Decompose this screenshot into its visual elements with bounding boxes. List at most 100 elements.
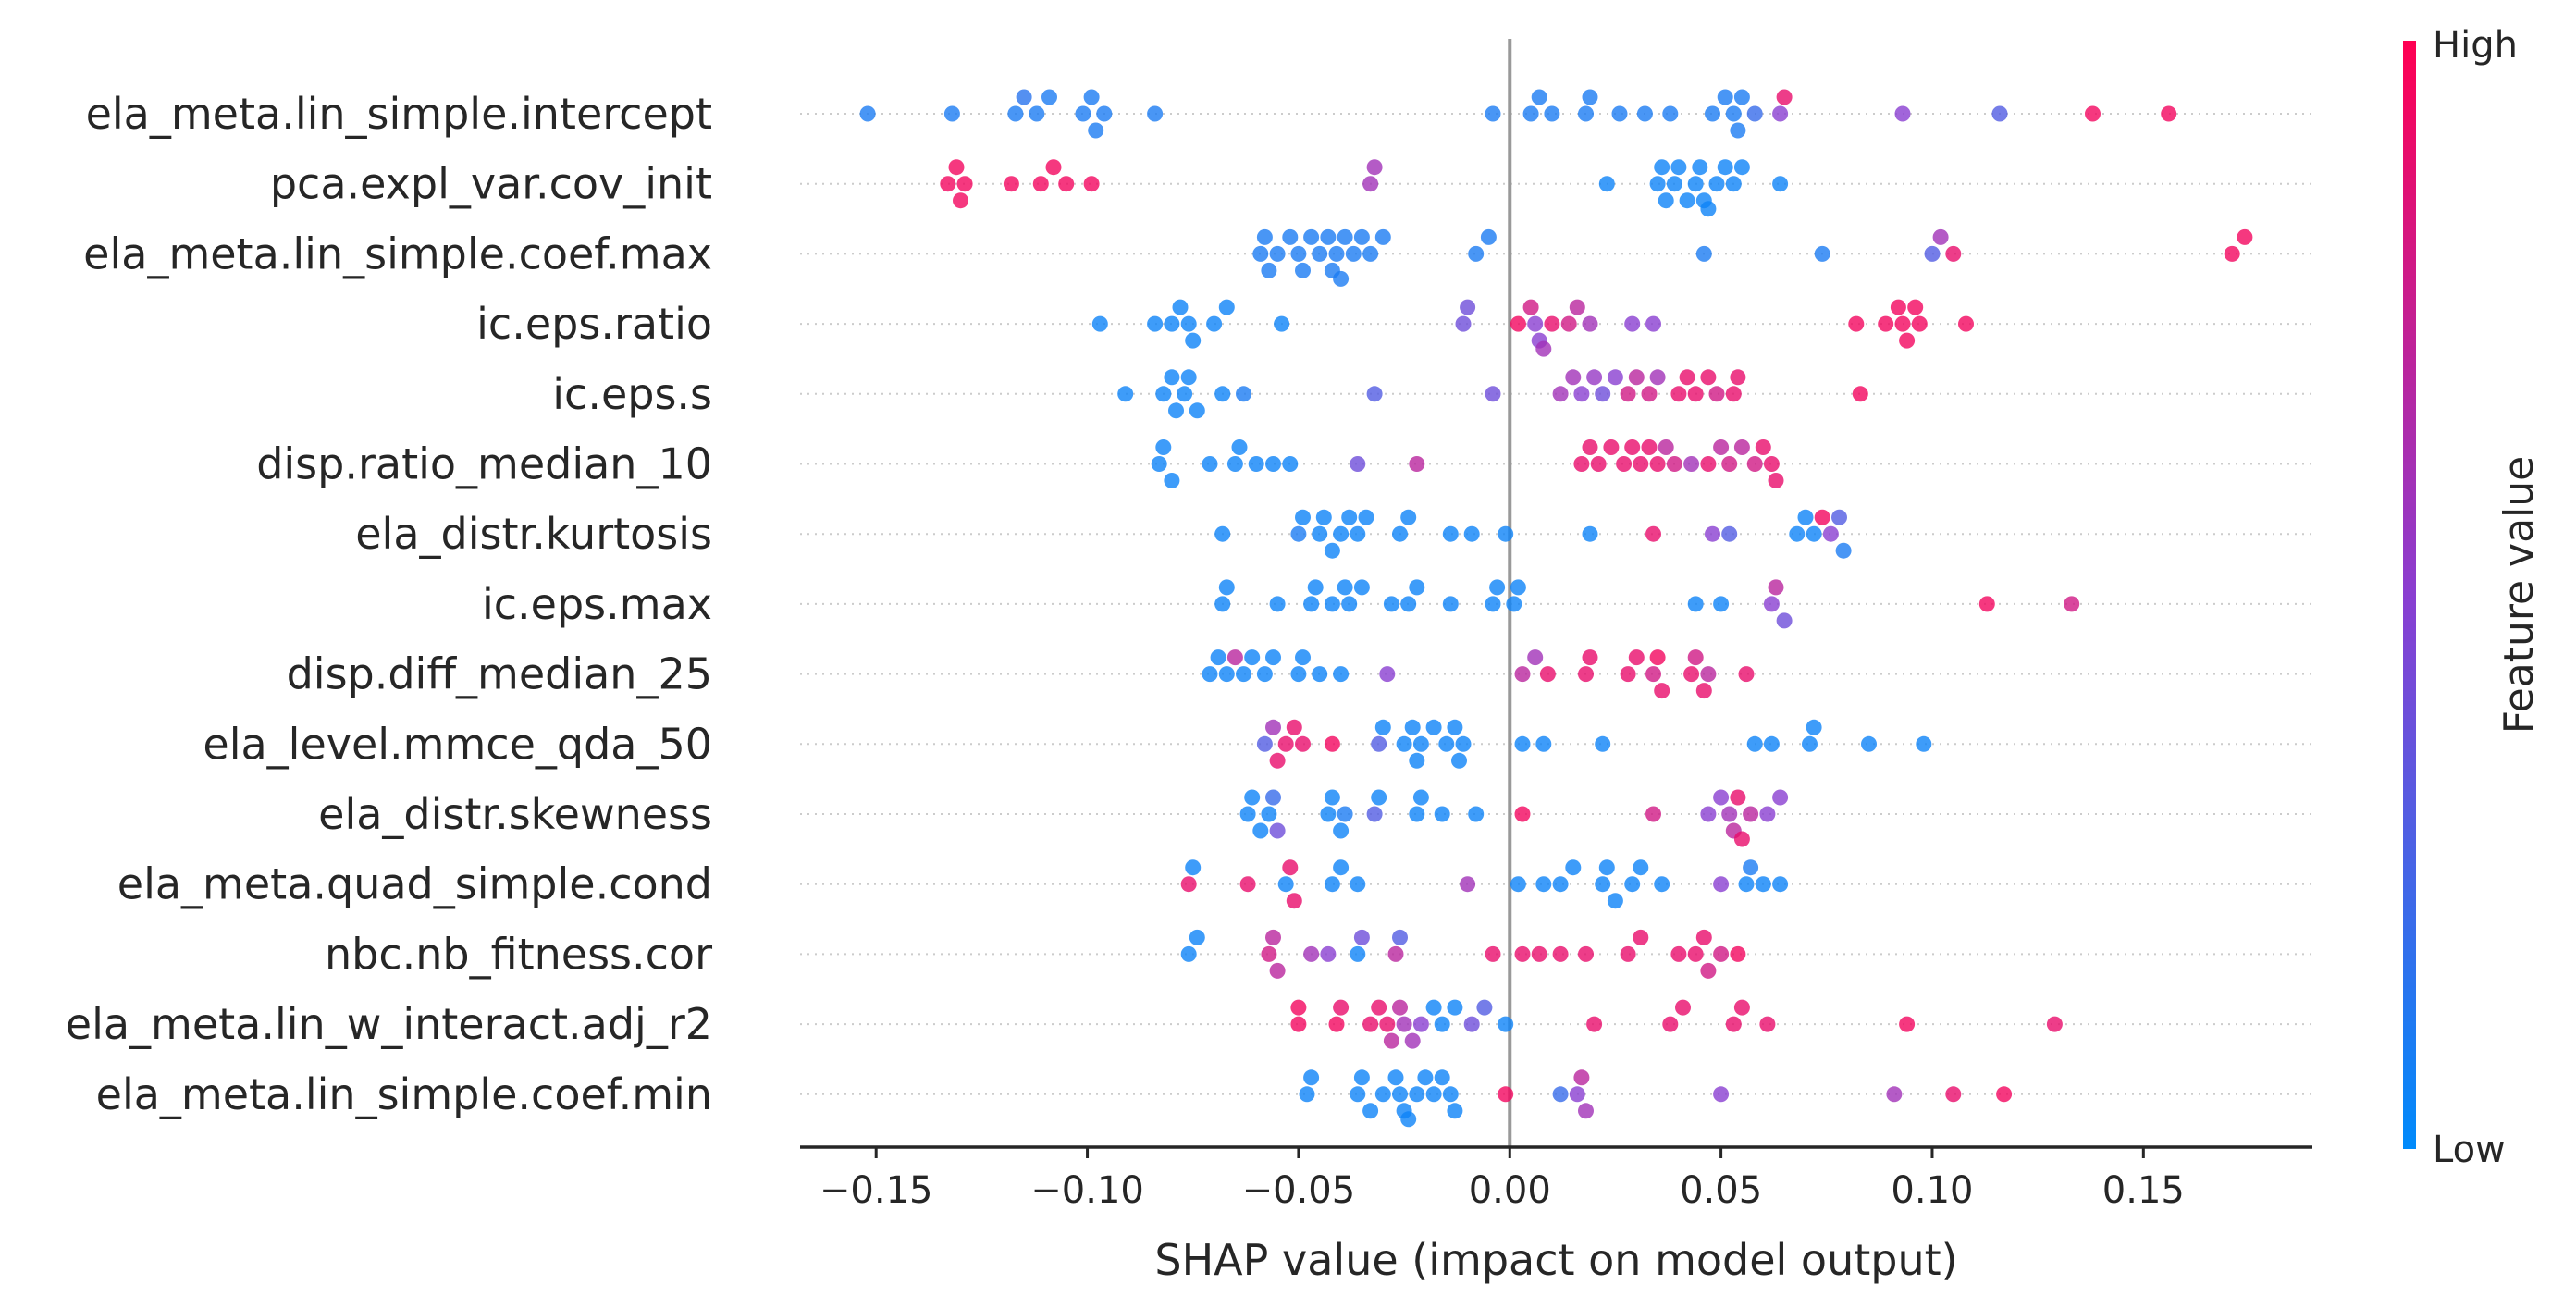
shap-point — [1531, 89, 1547, 105]
shap-point — [1683, 456, 1700, 472]
shap-point — [1924, 245, 1941, 262]
shap-point — [1409, 1086, 1425, 1103]
shap-point — [1916, 735, 1932, 752]
shap-point — [1738, 666, 1755, 683]
shap-point — [1315, 509, 1332, 525]
shap-point — [1425, 999, 1442, 1016]
shap-point — [1353, 1069, 1370, 1086]
shap-point — [1628, 649, 1645, 666]
shap-point — [1226, 649, 1243, 666]
shap-point — [1654, 159, 1670, 176]
shap-point — [1180, 369, 1197, 386]
shap-point — [1261, 262, 1277, 278]
shap-point — [1498, 525, 1514, 542]
x-tick-label: −0.05 — [1242, 1169, 1356, 1212]
shap-point — [1269, 596, 1286, 612]
shap-point — [1590, 456, 1607, 472]
shap-point — [1206, 315, 1223, 332]
shap-point — [1743, 859, 1759, 876]
feature-label: ic.eps.s — [552, 369, 712, 419]
shap-point — [1341, 509, 1358, 525]
shap-point — [1286, 719, 1302, 735]
shap-point — [1620, 386, 1636, 402]
shap-point — [1447, 1103, 1463, 1119]
shap-point — [1654, 683, 1670, 699]
shap-point — [1624, 876, 1641, 893]
shap-point — [1705, 105, 1720, 122]
shap-point — [1746, 456, 1763, 472]
shap-point — [1899, 1016, 1916, 1032]
shap-point — [1573, 1069, 1590, 1086]
shap-point — [1409, 456, 1425, 472]
shap-point — [1861, 735, 1877, 752]
shap-point — [1350, 876, 1366, 893]
shap-point — [2085, 105, 2101, 122]
shap-point — [1185, 859, 1202, 876]
shap-point — [1641, 386, 1658, 402]
shap-point — [1894, 315, 1911, 332]
shap-point — [1434, 1069, 1450, 1086]
shap-point — [1670, 386, 1687, 402]
shap-point — [1282, 859, 1299, 876]
feature-label: ela_meta.lin_simple.coef.max — [83, 228, 712, 278]
shap-point — [1045, 159, 1062, 176]
shap-point — [1700, 666, 1717, 683]
shap-point — [1713, 945, 1730, 962]
shap-point — [1307, 579, 1324, 596]
shap-point — [1358, 509, 1374, 525]
x-tick-label: 0.05 — [1680, 1169, 1762, 1212]
shap-point — [1303, 596, 1320, 612]
shap-point — [1595, 876, 1611, 893]
shap-point — [1527, 315, 1544, 332]
shap-point — [1333, 666, 1350, 683]
shap-point — [1210, 649, 1226, 666]
shap-point — [1603, 439, 1620, 455]
shap-point — [1362, 245, 1379, 262]
shap-point — [1852, 386, 1868, 402]
shap-point — [1755, 876, 1771, 893]
shap-point — [1598, 859, 1615, 876]
shap-point — [1687, 649, 1704, 666]
shap-point — [1400, 1111, 1417, 1128]
shap-point — [1802, 735, 1818, 752]
shap-point — [1412, 789, 1429, 806]
shap-point — [1180, 315, 1197, 332]
shap-point — [1341, 596, 1358, 612]
shap-point — [1628, 369, 1645, 386]
shap-point — [1945, 245, 1962, 262]
shap-point — [2046, 1016, 2063, 1032]
shap-point — [1248, 456, 1264, 472]
shap-point — [1633, 859, 1649, 876]
shap-point — [1514, 945, 1531, 962]
shap-point — [1083, 176, 1100, 192]
shap-point — [1687, 945, 1704, 962]
shap-point — [1991, 105, 2008, 122]
shap-point — [2224, 245, 2240, 262]
shap-point — [1932, 228, 1949, 245]
shap-point — [1295, 735, 1311, 752]
shap-point — [1214, 525, 1231, 542]
shap-point — [1333, 270, 1350, 287]
shap-point — [1772, 876, 1789, 893]
shap-point — [1058, 176, 1075, 192]
shap-point — [1725, 386, 1742, 402]
shap-point — [1535, 735, 1552, 752]
shap-point — [1274, 315, 1290, 332]
shap-point — [1654, 876, 1670, 893]
shap-point — [1290, 999, 1307, 1016]
shap-point — [1392, 1086, 1408, 1103]
shap-point — [1848, 315, 1865, 332]
feature-label: pca.expl_var.cov_init — [270, 159, 712, 209]
shap-point — [1409, 752, 1425, 769]
shap-point — [1586, 1016, 1603, 1032]
shap-point — [1442, 596, 1459, 612]
shap-point — [1345, 245, 1362, 262]
shap-point — [1147, 105, 1164, 122]
shap-point — [1155, 386, 1172, 402]
shap-point — [1374, 228, 1391, 245]
shap-point — [1151, 456, 1167, 472]
shap-point — [1713, 1086, 1730, 1103]
shap-point — [1261, 806, 1277, 822]
shap-point — [1468, 245, 1485, 262]
shap-point — [1552, 876, 1569, 893]
